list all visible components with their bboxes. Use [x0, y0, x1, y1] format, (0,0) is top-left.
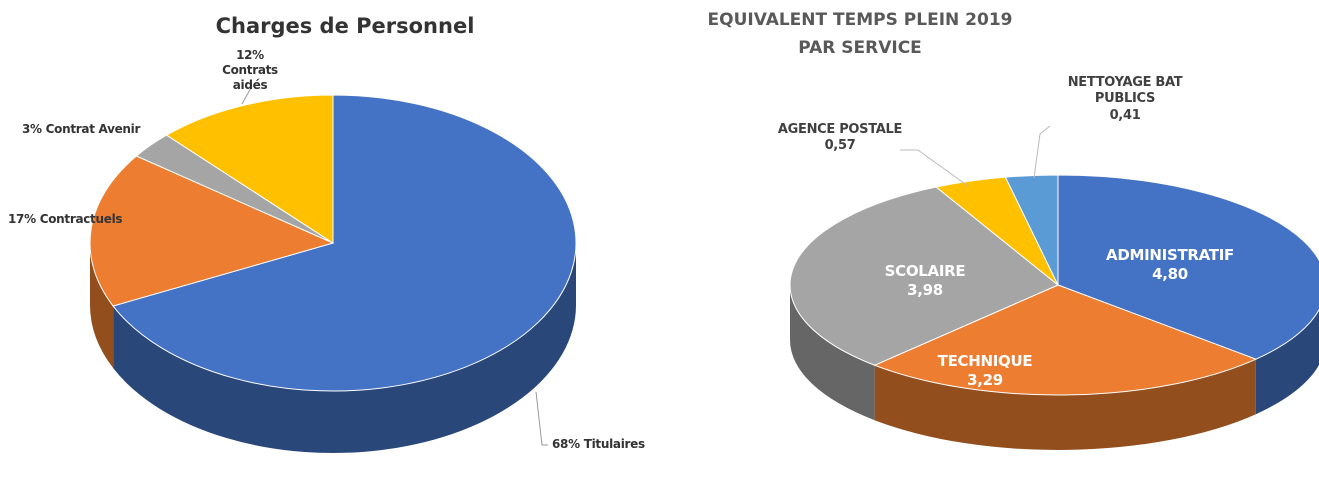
- slice: [165, 94, 334, 244]
- data-label: ADMINISTRATIF 4,80: [1095, 246, 1245, 284]
- data-label: 12% Contrats aidés: [222, 48, 278, 92]
- leader-line: [535, 391, 548, 446]
- slice: [1004, 174, 1059, 286]
- chart-title: Charges de Personnel: [215, 14, 475, 38]
- category-label: NETTOYAGE BAT PUBLICS: [1067, 75, 1183, 107]
- data-label: AGENCE POSTALE 0,57: [770, 122, 910, 155]
- data-label: SCOLAIRE 3,98: [855, 262, 995, 300]
- leader-line: [900, 149, 969, 187]
- slice: [1057, 174, 1319, 360]
- value-label: 3,98: [907, 280, 943, 299]
- category-label: SCOLAIRE: [884, 262, 966, 280]
- value-label: 4,80: [1152, 264, 1188, 283]
- category-label: AGENCE POSTALE: [777, 122, 903, 137]
- data-label: TECHNIQUE 3,29: [910, 352, 1060, 390]
- leader-line: [241, 85, 253, 105]
- chart-title: EQUIVALENT TEMPS PLEIN 2019 PAR SERVICE: [707, 10, 1013, 58]
- category-label: TECHNIQUE: [937, 352, 1033, 370]
- category-label: ADMINISTRATIF: [1106, 246, 1234, 264]
- data-label: 68% Titulaires: [552, 437, 645, 451]
- slice: [112, 94, 577, 392]
- data-label: 3% Contrat Avenir: [22, 122, 141, 136]
- value-label: 0,41: [1109, 107, 1141, 123]
- value-label: 0,57: [824, 138, 856, 154]
- slice-side: [874, 359, 1256, 450]
- slice-side: [1255, 309, 1319, 415]
- slice-side: [90, 243, 114, 369]
- value-label: 3,29: [967, 370, 1003, 389]
- slice: [873, 284, 1258, 396]
- data-label: NETTOYAGE BAT PUBLICS 0,41: [1060, 75, 1190, 124]
- leader-line: [1033, 125, 1051, 179]
- slice-side: [790, 285, 875, 421]
- slice-side: [113, 243, 577, 453]
- slice: [89, 155, 335, 307]
- data-label: 17% Contractuels: [8, 212, 123, 226]
